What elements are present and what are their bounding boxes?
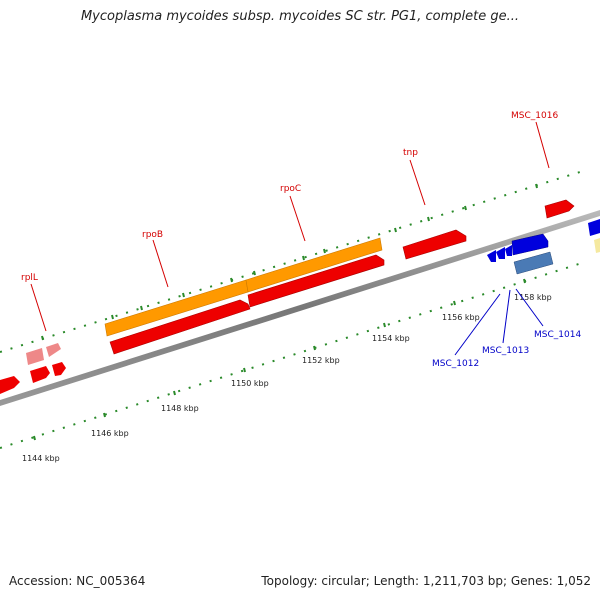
tick-label-1150: 1150 kbp xyxy=(231,379,269,388)
gene-label-rpoC[interactable]: rpoC xyxy=(280,184,301,194)
feature-arrow-left-edge[interactable] xyxy=(0,376,20,394)
feature-right-blue[interactable] xyxy=(588,219,600,236)
feature-rplL-red-2[interactable] xyxy=(52,362,66,376)
cds-rpoB-arrow[interactable] xyxy=(109,299,251,355)
feature-msc1014-block[interactable] xyxy=(511,233,549,256)
gene-label-rpoB[interactable]: rpoB xyxy=(142,230,163,240)
tick-label-1144: 1144 kbp xyxy=(22,454,60,463)
gene-label-msc1014[interactable]: MSC_1014 xyxy=(534,330,581,340)
page-title: Mycoplasma mycoides subsp. mycoides SC s… xyxy=(80,9,520,24)
tick-label-1156: 1156 kbp xyxy=(442,313,480,322)
gene-label-msc1013[interactable]: MSC_1013 xyxy=(482,346,529,356)
tick-label-1158: 1158 kbp xyxy=(514,293,552,302)
feature-blue-arrow-3[interactable] xyxy=(505,245,512,256)
label-leaders-blue xyxy=(454,288,544,356)
outer-major-ticks xyxy=(41,183,538,341)
cds-tnp-arrow[interactable] xyxy=(402,229,467,260)
outer-tick-track xyxy=(0,171,581,353)
tick-label-1148: 1148 kbp xyxy=(161,404,199,413)
feature-msc1013-arrow[interactable] xyxy=(496,247,505,259)
feature-steelblue-block[interactable] xyxy=(513,251,554,275)
cds-msc1016-arrow[interactable] xyxy=(544,199,575,219)
gene-label-msc1016[interactable]: MSC_1016 xyxy=(511,111,558,121)
genome-backbone xyxy=(0,210,600,406)
feature-right-yellow[interactable] xyxy=(594,238,600,253)
label-leaders-red xyxy=(30,121,550,332)
feature-rplL-red-1[interactable] xyxy=(30,366,50,383)
tick-label-1146: 1146 kbp xyxy=(91,429,129,438)
gene-label-tnp[interactable]: tnp xyxy=(403,148,418,158)
accession-label: Accession: NC_005364 xyxy=(9,574,146,588)
tick-label-1152: 1152 kbp xyxy=(302,356,340,365)
genome-summary-label: Topology: circular; Length: 1,211,703 bp… xyxy=(261,574,591,588)
cds-rpoC-arrow[interactable] xyxy=(247,254,385,308)
inner-major-ticks xyxy=(33,278,526,441)
gene-label-rplL[interactable]: rplL xyxy=(21,273,38,283)
gene-rpoC-bar[interactable] xyxy=(245,237,383,293)
feature-rplL-pink-1[interactable] xyxy=(26,348,44,365)
feature-rplL-pink-2[interactable] xyxy=(46,343,61,357)
gene-label-msc1012[interactable]: MSC_1012 xyxy=(432,359,479,369)
tick-label-1154: 1154 kbp xyxy=(372,334,410,343)
feature-msc1012-arrow[interactable] xyxy=(487,250,496,262)
